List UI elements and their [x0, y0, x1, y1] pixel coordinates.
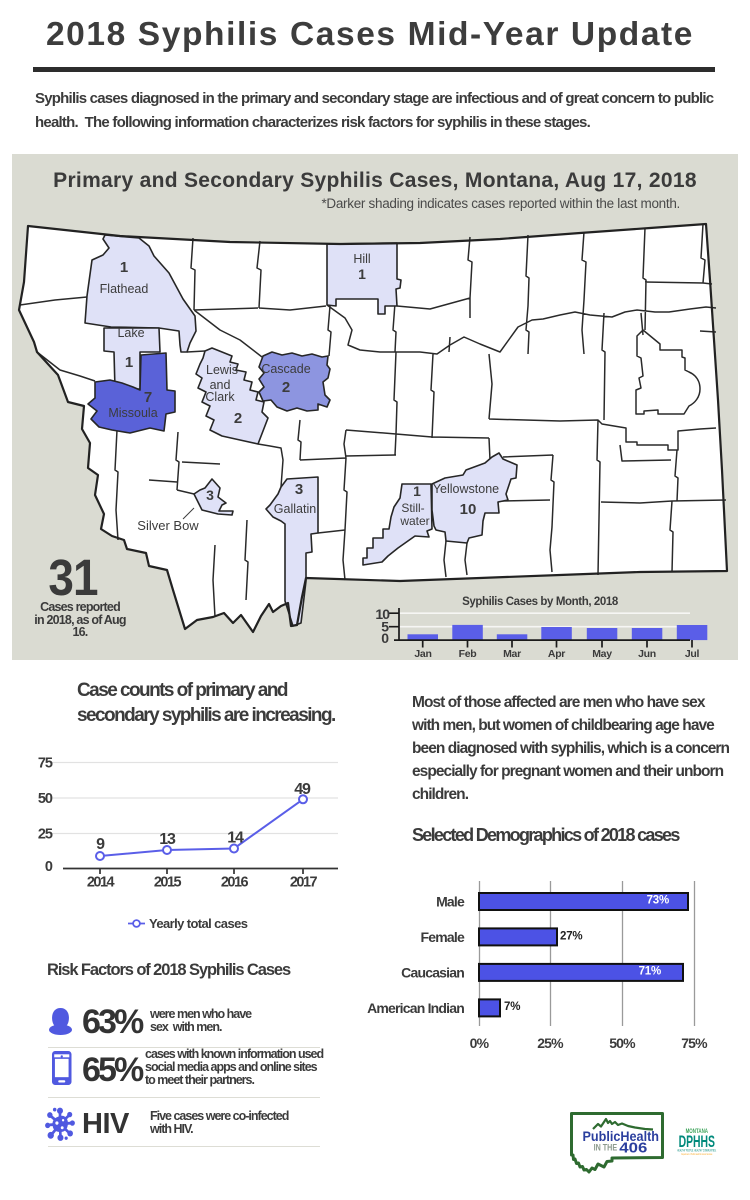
- svg-text:Still-: Still-: [401, 501, 424, 515]
- svg-text:7%: 7%: [504, 1001, 520, 1013]
- svg-text:2: 2: [282, 379, 290, 396]
- svg-text:Jun: Jun: [638, 648, 656, 660]
- svg-text:Male: Male: [436, 894, 465, 910]
- svg-text:2016: 2016: [221, 875, 249, 891]
- svg-text:2: 2: [234, 410, 242, 427]
- svg-text:1: 1: [358, 266, 366, 282]
- svg-text:Department of Public Health &: Department of Public Health & Human Serv…: [681, 1152, 712, 1156]
- svg-text:0: 0: [45, 859, 53, 875]
- svg-text:Feb: Feb: [459, 648, 477, 660]
- svg-text:Syphilis Cases by Month, 2018: Syphilis Cases by Month, 2018: [462, 596, 619, 608]
- svg-text:Caucasian: Caucasian: [401, 965, 464, 981]
- svg-text:1: 1: [413, 483, 421, 499]
- svg-text:50: 50: [38, 791, 53, 807]
- svg-text:Missoula: Missoula: [108, 406, 157, 420]
- svg-text:75%: 75%: [681, 1035, 708, 1051]
- svg-text:27%: 27%: [560, 931, 582, 943]
- svg-text:49: 49: [294, 781, 311, 798]
- svg-text:0: 0: [381, 630, 389, 646]
- svg-text:3: 3: [206, 487, 214, 503]
- svg-text:2014: 2014: [87, 875, 115, 891]
- svg-text:0%: 0%: [470, 1035, 490, 1051]
- svg-text:Lewis: Lewis: [206, 363, 238, 377]
- svg-text:7: 7: [144, 389, 152, 406]
- svg-text:1: 1: [125, 354, 133, 371]
- svg-text:Mar: Mar: [503, 648, 521, 660]
- svg-text:Lake: Lake: [117, 326, 144, 340]
- svg-text:MONTANA: MONTANA: [686, 1129, 709, 1135]
- svg-text:75: 75: [38, 756, 53, 772]
- svg-text:406: 406: [619, 1141, 647, 1157]
- svg-text:Cascade: Cascade: [261, 362, 310, 376]
- svg-text:May: May: [592, 648, 612, 660]
- svg-text:2017: 2017: [290, 875, 318, 891]
- svg-text:Yearly total cases: Yearly total cases: [149, 916, 248, 931]
- svg-text:5: 5: [381, 619, 389, 635]
- svg-text:HEALTHY PEOPLE. HEALTHY COMMUN: HEALTHY PEOPLE. HEALTHY COMMUNITIES.: [677, 1149, 716, 1153]
- svg-text:Female: Female: [421, 929, 465, 945]
- svg-text:Silver Bow: Silver Bow: [137, 518, 199, 533]
- svg-text:IN THE: IN THE: [594, 1143, 618, 1154]
- svg-text:and: and: [210, 378, 231, 392]
- svg-text:13: 13: [159, 831, 176, 848]
- svg-text:2015: 2015: [154, 875, 182, 891]
- svg-text:water: water: [399, 514, 429, 528]
- svg-text:1: 1: [120, 259, 128, 276]
- svg-text:71%: 71%: [639, 966, 661, 978]
- svg-text:10: 10: [460, 501, 477, 518]
- svg-text:50%: 50%: [609, 1035, 636, 1051]
- svg-text:American Indian: American Indian: [367, 1000, 464, 1016]
- svg-text:Jan: Jan: [414, 648, 431, 660]
- svg-text:9: 9: [96, 836, 105, 853]
- svg-text:Yellowstone: Yellowstone: [433, 482, 499, 496]
- svg-text:10: 10: [375, 606, 390, 622]
- svg-text:Clark: Clark: [205, 390, 235, 404]
- svg-text:3: 3: [295, 481, 303, 498]
- svg-text:Flathead: Flathead: [100, 282, 149, 296]
- svg-text:Hill: Hill: [353, 252, 370, 266]
- svg-text:73%: 73%: [647, 895, 669, 907]
- svg-text:DPHHS: DPHHS: [679, 1133, 715, 1151]
- svg-text:14: 14: [227, 830, 244, 847]
- svg-text:Apr: Apr: [548, 648, 565, 660]
- svg-text:Gallatin: Gallatin: [274, 502, 316, 516]
- svg-text:Jul: Jul: [685, 648, 700, 660]
- svg-text:PublicHealth: PublicHealth: [583, 1128, 660, 1144]
- svg-text:25: 25: [38, 827, 53, 843]
- svg-text:25%: 25%: [537, 1035, 564, 1051]
